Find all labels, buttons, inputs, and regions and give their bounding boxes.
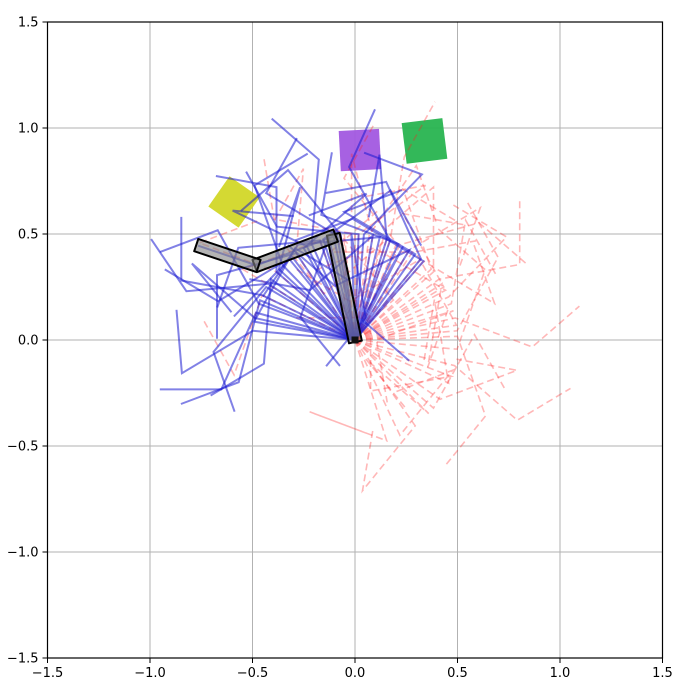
blue-arm-config <box>271 117 356 341</box>
current-arm-layer <box>193 228 363 345</box>
blue-arm-config <box>233 254 356 341</box>
x-tick-label: −1.5 <box>32 666 64 681</box>
blue-arm-config <box>159 311 356 391</box>
x-tick-label: 0.0 <box>345 666 366 681</box>
blue-arm-config <box>175 309 356 375</box>
red-arm-config <box>354 201 500 341</box>
y-tick-label: −1.0 <box>7 546 39 561</box>
red-arm-config <box>354 282 450 368</box>
y-tick-label: −1.5 <box>7 652 39 667</box>
axes-tick-labels: −1.5 −1.0 −0.5 0.0 0.5 1.0 1.5 −1.5 −1.0 −0.5 0.0 0… <box>7 16 673 682</box>
blue-arm-config <box>277 186 356 341</box>
y-tick-label: 1.0 <box>18 122 39 137</box>
blue-arm-config <box>294 217 426 341</box>
red-arm-config <box>354 339 456 437</box>
x-tick-label: −0.5 <box>237 666 269 681</box>
red-arm-config <box>354 310 454 403</box>
red-arm-config <box>354 335 487 466</box>
arm-base-marker <box>351 336 359 344</box>
blue-arm-config <box>180 298 356 405</box>
blue-arm-config <box>341 189 417 341</box>
blue-arm-config <box>253 152 356 341</box>
blue-arm-config <box>347 108 392 341</box>
red-arm-config <box>202 294 356 377</box>
robot-arm-link-3 <box>193 237 262 274</box>
red-arm-config <box>354 327 455 392</box>
purple-square <box>338 128 382 172</box>
red-arm-config <box>354 187 457 341</box>
red-arm-config <box>271 168 356 341</box>
red-arm-config <box>354 228 487 351</box>
blue-arm-config <box>191 262 356 341</box>
x-tick-label: −1.0 <box>134 666 166 681</box>
blue-arm-config <box>150 238 356 341</box>
green-square <box>401 118 448 164</box>
yellow-square <box>208 176 260 228</box>
red-arm-config <box>354 204 508 341</box>
red-arm-config <box>354 205 482 341</box>
axes-ticks <box>42 21 663 663</box>
red-arm-config <box>316 246 448 341</box>
red-arm-config <box>354 221 527 341</box>
red-arm-config <box>354 184 427 341</box>
blue-arm-config <box>215 175 356 341</box>
obstacles-layer <box>208 118 448 228</box>
blue-arm-config <box>245 171 360 341</box>
red-arm-config <box>328 210 414 341</box>
y-tick-label: 0.5 <box>18 228 39 243</box>
y-tick-label: 0.0 <box>18 334 39 349</box>
red-arm-config <box>354 185 435 341</box>
blue-arm-config <box>325 233 367 367</box>
y-tick-label: −0.5 <box>7 440 39 455</box>
red-arm-config <box>354 333 506 410</box>
x-tick-label: 0.5 <box>447 666 468 681</box>
x-tick-label: 1.5 <box>652 666 673 681</box>
red-arm-config <box>354 339 417 494</box>
y-tick-label: 1.5 <box>18 16 39 31</box>
red-arm-config <box>354 240 477 341</box>
red-arm-config <box>283 236 389 341</box>
x-tick-label: 1.0 <box>550 666 571 681</box>
blue-arm-config <box>325 180 423 341</box>
red-arm-config <box>354 339 520 401</box>
red-arm-config <box>309 339 388 443</box>
red-arm-config <box>354 212 464 341</box>
blue-arm-config <box>354 245 410 362</box>
red-arm-config <box>354 339 430 415</box>
red-arm-config <box>262 156 356 340</box>
red-arm-config <box>354 305 580 348</box>
red-arm-config <box>354 243 497 341</box>
blue-arm-config <box>232 209 356 341</box>
red-arm-config <box>354 163 439 341</box>
red-arm-config <box>354 339 571 422</box>
red-arm-config <box>354 217 497 341</box>
red-arm-config <box>354 299 450 385</box>
blue-arm-config <box>354 151 424 341</box>
red-arm-config <box>354 200 521 341</box>
